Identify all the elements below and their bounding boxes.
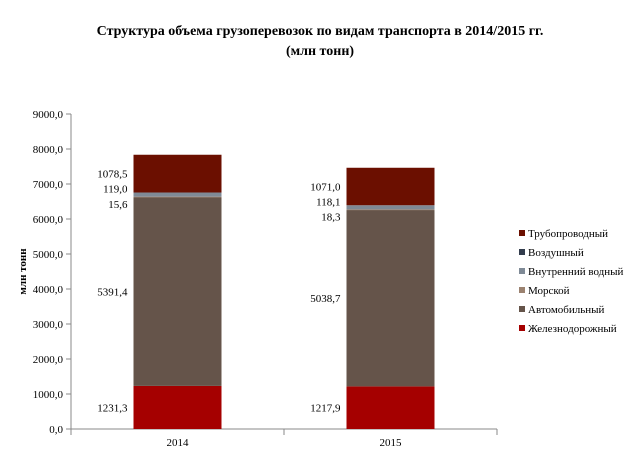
bar-segment [133,196,222,198]
y-axis-title: млн тонн [17,248,29,295]
legend-label: Морской [528,285,570,297]
data-label: 1217,9 [310,403,341,415]
data-label: 5038,7 [310,293,341,305]
bar-segment [133,192,222,197]
y-tick-label: 2000,0 [33,354,64,366]
legend-label: Железнодорожный [528,323,617,335]
y-tick-label: 6000,0 [33,214,64,226]
bar-segment [133,197,222,386]
legend-label: Внутренний водный [528,266,624,278]
y-tick-label: 7000,0 [33,179,64,191]
data-label: 18,3 [321,212,341,224]
bar-segment [346,205,435,210]
legend-label: Трубопроводный [528,228,608,240]
legend-label: Автомобильный [528,304,605,316]
bar-segment [133,385,222,429]
chart-subtitle: (млн тонн) [285,44,355,59]
bar-segment [346,167,435,206]
legend-swatch [519,287,525,293]
legend-swatch [519,325,525,331]
data-label: 5391,4 [97,287,128,299]
y-tick-label: 1000,0 [33,389,64,401]
bar-segment [346,209,435,211]
data-label: 118,1 [316,196,340,208]
legend-label: Воздушный [528,247,584,259]
bar-segment [346,386,435,429]
legend-swatch [519,306,525,312]
data-label: 15,6 [108,199,128,211]
chart-title: Структура объема грузоперевозок по видам… [96,24,544,39]
y-tick-label: 5000,0 [33,249,64,261]
legend-swatch [519,268,525,274]
bar-segment [133,154,222,193]
legend-swatch [519,249,525,255]
y-tick-label: 4000,0 [33,284,64,296]
x-tick-label: 2014 [167,437,190,449]
x-tick-label: 2015 [380,437,403,449]
data-label: 1071,0 [310,182,341,194]
legend-swatch [519,230,525,236]
data-label: 1078,5 [97,169,128,181]
y-tick-label: 3000,0 [33,319,64,331]
y-tick-label: 0,0 [49,424,63,436]
y-tick-label: 8000,0 [33,144,64,156]
y-tick-label: 9000,0 [33,109,64,121]
data-label: 119,0 [103,184,128,196]
data-label: 1231,3 [97,402,128,414]
bar-segment [346,210,435,387]
